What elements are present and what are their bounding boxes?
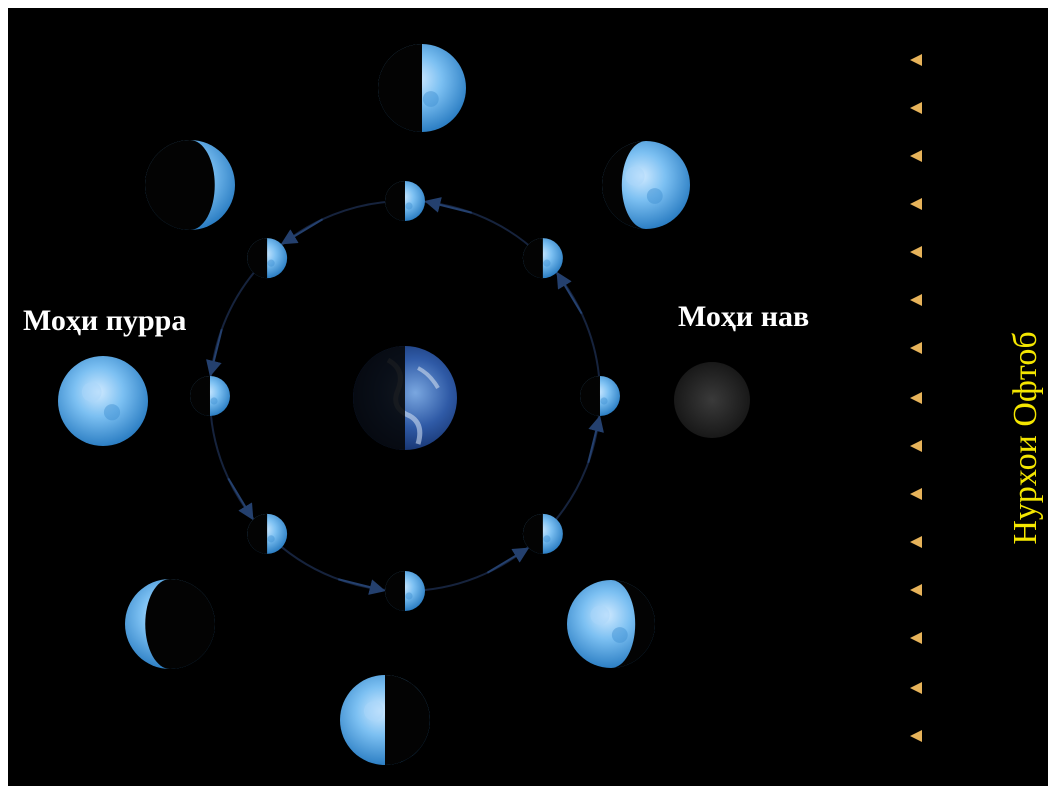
- moon-phase-icon: [378, 44, 466, 132]
- arrow-left-icon: [910, 198, 985, 210]
- moon-phase-icon: [247, 513, 288, 554]
- moon-phase-icon: [190, 376, 230, 416]
- new-moon-icon: [674, 362, 750, 438]
- orbit-arrow: [206, 329, 223, 377]
- arrow-left-icon: [910, 102, 1020, 114]
- orbit-arrow: [556, 271, 583, 315]
- arrow-left-icon: [910, 246, 985, 258]
- earth-icon: [353, 346, 457, 450]
- moon-phase-icon: [602, 141, 690, 229]
- orbit-arrow: [424, 197, 472, 214]
- moon-phase-icon: [567, 580, 655, 668]
- orbit-arrow: [587, 415, 604, 463]
- orbit-arrow: [280, 218, 324, 245]
- moon-phase-icon: [340, 675, 430, 765]
- orbit-arrow: [486, 547, 530, 574]
- moon-phase-icon: [385, 571, 425, 611]
- moon-phase-icon: [385, 181, 425, 221]
- moon-phase-icon: [145, 140, 235, 230]
- arrow-left-icon: [910, 294, 985, 306]
- sun-rays-group: [910, 54, 1020, 742]
- orbit-arrow: [227, 477, 254, 521]
- orbit-arrow: [338, 578, 386, 595]
- moon-phases-group: [58, 44, 690, 765]
- arrow-left-icon: [910, 342, 985, 354]
- orbit-direction-arrows: [206, 197, 604, 595]
- diagram-canvas: [58, 44, 1020, 765]
- arrow-left-icon: [910, 392, 985, 404]
- moon-phase-icon: [58, 356, 148, 446]
- arrow-left-icon: [910, 730, 1020, 742]
- moon-phase-icon: [522, 238, 563, 279]
- arrow-left-icon: [910, 54, 1020, 66]
- arrow-left-icon: [910, 488, 985, 500]
- arrow-left-icon: [910, 584, 985, 596]
- sunlight-label: Нурхои Офтоб: [1007, 331, 1044, 545]
- moon-phase-icon: [125, 579, 215, 669]
- new-moon-label: Моҳи нав: [678, 300, 810, 333]
- arrow-left-icon: [910, 536, 985, 548]
- moon-phase-icon: [247, 238, 288, 279]
- arrow-left-icon: [910, 682, 1020, 694]
- moon-phase-icon: [580, 376, 620, 416]
- full-moon-label: Моҳи пурра: [23, 304, 187, 337]
- arrow-left-icon: [910, 632, 985, 644]
- arrow-left-icon: [910, 150, 985, 162]
- moon-phases-diagram: Моҳи пурра Моҳи нав Нурхои Офтоб: [8, 8, 1048, 786]
- arrow-left-icon: [910, 440, 985, 452]
- moon-phase-icon: [522, 513, 563, 554]
